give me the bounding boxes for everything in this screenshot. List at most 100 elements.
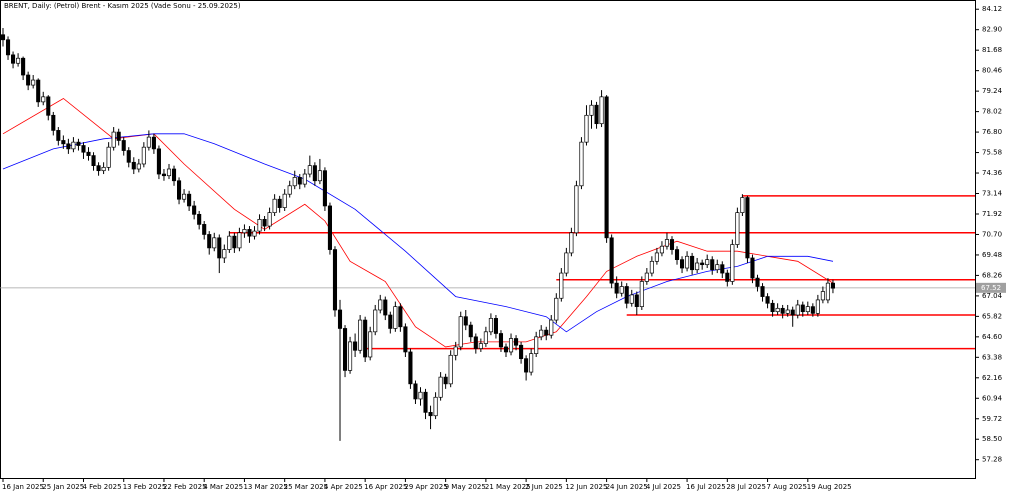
candle-body xyxy=(358,319,363,351)
x-tick-label: 16 Jul 2025 xyxy=(686,483,726,491)
candle-body xyxy=(16,57,21,64)
candle-body xyxy=(0,34,6,41)
x-tick-label: 28 Jul 2025 xyxy=(726,483,766,491)
x-tick-label: 19 Aug 2025 xyxy=(807,483,852,491)
x-tick-label: 4 Feb 2025 xyxy=(82,483,121,491)
candle-body xyxy=(715,264,720,271)
candle-body xyxy=(151,136,156,150)
candle-body xyxy=(735,212,740,245)
candle-body xyxy=(232,235,237,249)
candle-body xyxy=(725,272,730,282)
y-tick-label: 59.72 xyxy=(982,415,1002,423)
candle-body xyxy=(126,150,131,163)
x-tick-label: 13 Feb 2025 xyxy=(123,483,167,491)
candle-body xyxy=(564,252,569,274)
candle-body xyxy=(825,282,830,301)
candle-body xyxy=(207,234,212,249)
candle-body xyxy=(66,143,71,150)
candle-body xyxy=(327,205,333,250)
candle-body xyxy=(21,57,26,76)
y-tick-label: 71.92 xyxy=(982,210,1002,218)
candle-body xyxy=(247,229,252,237)
candle-body xyxy=(182,193,187,200)
candle-body xyxy=(745,197,750,259)
candle-body xyxy=(700,262,705,266)
chart-title: BRENT, Daily: (Petrol) Brent - Kasım 202… xyxy=(4,2,241,10)
candle-body xyxy=(669,239,675,250)
candle-body xyxy=(629,294,634,304)
y-tick-label: 84.12 xyxy=(982,5,1002,13)
candle-body xyxy=(131,161,136,170)
y-tick-label: 65.82 xyxy=(982,312,1002,320)
candle-body xyxy=(202,224,207,235)
candle-body xyxy=(800,304,805,313)
candle-body xyxy=(156,148,161,175)
candle-body xyxy=(720,264,725,274)
y-tick-label: 67.04 xyxy=(982,292,1003,300)
candle-body xyxy=(755,277,760,287)
y-tick-label: 63.38 xyxy=(982,353,1002,361)
candle-body xyxy=(468,324,473,338)
candle-body xyxy=(488,318,493,333)
candle-body xyxy=(740,197,745,213)
candle-body xyxy=(297,177,302,185)
candle-body xyxy=(41,96,46,103)
candle-body xyxy=(161,173,167,177)
candle-body xyxy=(31,79,36,86)
candle-body xyxy=(529,353,534,373)
candle-body xyxy=(307,165,312,175)
candle-body xyxy=(272,198,277,213)
candle-body xyxy=(166,168,172,177)
last-price-label: 67.52 xyxy=(981,284,1001,292)
candle-body xyxy=(237,232,242,249)
candle-body xyxy=(649,260,654,274)
candle-body xyxy=(478,343,483,349)
y-tick-label: 79.24 xyxy=(982,87,1003,95)
candle-body xyxy=(594,104,599,125)
candle-body xyxy=(46,96,51,116)
candle-body xyxy=(539,329,544,338)
candle-body xyxy=(604,96,609,239)
y-tick-label: 76.80 xyxy=(982,128,1002,136)
candle-body xyxy=(342,328,348,371)
candle-body xyxy=(61,140,66,145)
candle-body xyxy=(659,245,664,254)
x-tick-label: 13 Mar 2025 xyxy=(243,483,287,491)
candle-body xyxy=(332,249,338,311)
candle-body xyxy=(71,141,76,150)
x-tick-label: 4 Jul 2025 xyxy=(646,483,681,491)
x-tick-label: 4 Apr 2025 xyxy=(324,483,363,491)
candle-body xyxy=(785,309,790,314)
candle-body xyxy=(433,396,438,417)
candle-body xyxy=(388,314,393,329)
candle-body xyxy=(508,338,514,353)
y-tick-label: 62.16 xyxy=(982,374,1003,382)
x-tick-label: 25 Jan 2025 xyxy=(42,483,84,491)
candle-body xyxy=(428,412,433,417)
candle-body xyxy=(473,336,478,349)
candle-body xyxy=(654,252,659,262)
x-tick-label: 12 Jun 2025 xyxy=(565,483,607,491)
candle-body xyxy=(222,249,227,259)
y-tick-label: 81.68 xyxy=(982,46,1002,54)
candle-body xyxy=(51,114,56,131)
x-tick-label: 16 Apr 2025 xyxy=(364,483,407,491)
candle-body xyxy=(448,354,453,385)
candle-body xyxy=(438,376,443,398)
candle-body xyxy=(463,316,468,326)
candle-body xyxy=(378,299,383,311)
candle-body xyxy=(710,259,715,271)
candle-body xyxy=(775,307,780,313)
candle-body xyxy=(493,318,498,334)
candle-body xyxy=(81,145,86,153)
candle-body xyxy=(403,326,408,353)
candle-body xyxy=(574,185,579,234)
candle-body xyxy=(277,198,282,208)
candle-body xyxy=(549,319,554,336)
y-tick-label: 80.46 xyxy=(982,67,1003,75)
y-tick-label: 68.26 xyxy=(982,271,1003,279)
candle-body xyxy=(830,282,836,289)
candle-body xyxy=(86,151,91,156)
